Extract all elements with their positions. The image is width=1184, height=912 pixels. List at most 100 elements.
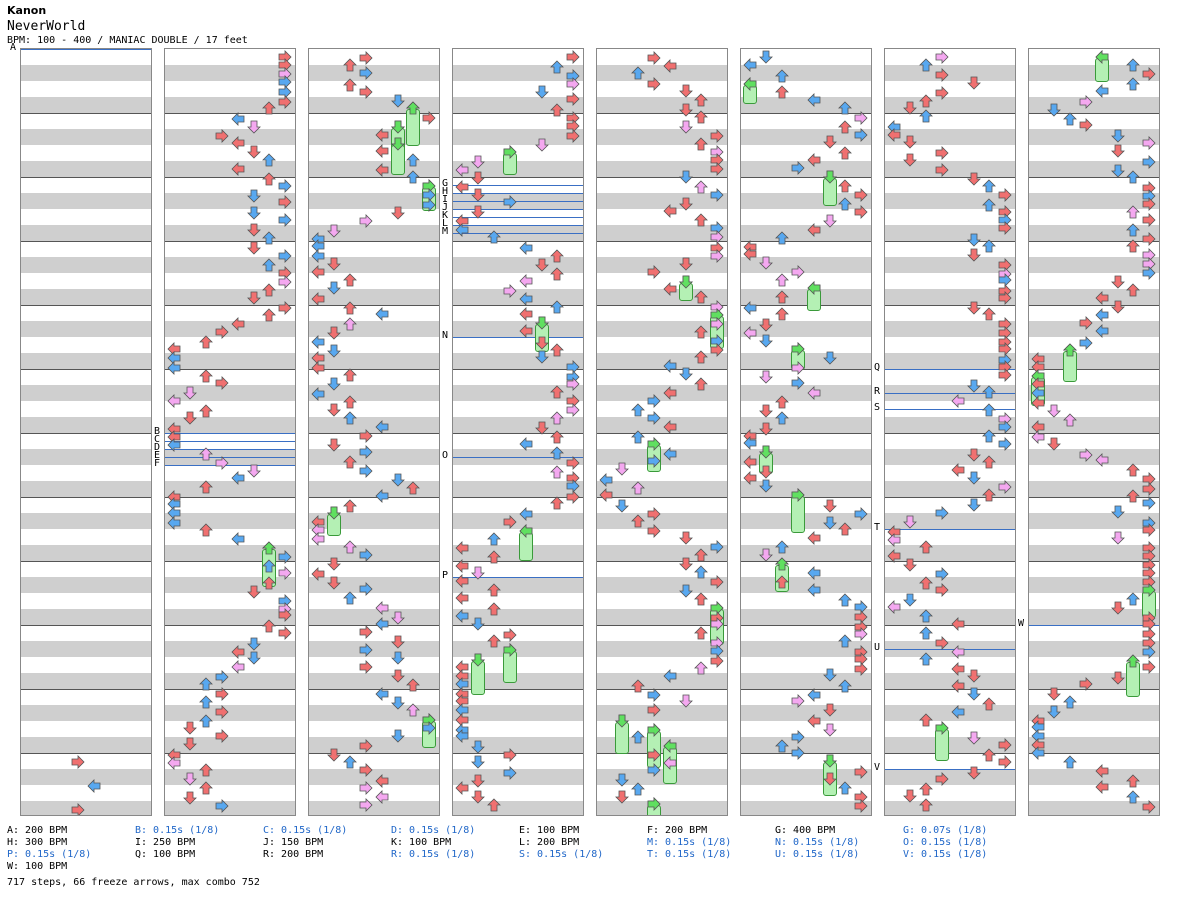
- beat-stripe: [741, 609, 871, 625]
- step-arrow-down-icon: [1046, 103, 1061, 117]
- step-arrow-right-icon: [566, 92, 580, 107]
- measure-line: [1029, 113, 1159, 114]
- step-arrow-up-icon: [694, 325, 709, 339]
- step-arrow-left-icon: [375, 789, 388, 804]
- beat-stripe: [597, 129, 727, 145]
- measure-line: [21, 305, 151, 306]
- measure-line: [741, 433, 871, 434]
- measure-line: [21, 625, 151, 626]
- beat-stripe: [21, 417, 151, 433]
- beat-stripe: [309, 737, 439, 753]
- step-arrow-left-icon: [807, 222, 820, 237]
- step-arrow-right-icon: [1142, 523, 1156, 537]
- step-arrow-right-icon: [215, 128, 229, 143]
- step-arrow-up-icon: [982, 385, 997, 399]
- step-arrow-right-icon: [215, 798, 229, 813]
- measure-line: [453, 625, 583, 626]
- step-arrow-up-icon: [630, 481, 645, 495]
- step-arrow-up-icon: [550, 59, 565, 73]
- measure-line: [21, 561, 151, 562]
- beat-stripe: [309, 321, 439, 337]
- beat-stripe: [597, 737, 727, 753]
- step-arrow-down-icon: [470, 617, 485, 631]
- step-arrow-right-icon: [1079, 118, 1093, 133]
- step-arrow-right-icon: [854, 662, 868, 677]
- step-arrow-up-icon: [486, 549, 501, 563]
- step-arrow-left-icon: [1031, 746, 1045, 761]
- beat-stripe: [309, 417, 439, 433]
- step-arrow-up-icon: [342, 591, 357, 605]
- beat-stripe: [309, 801, 439, 815]
- step-arrow-down-icon: [822, 754, 837, 768]
- beat-stripe: [741, 545, 871, 561]
- step-arrow-left-icon: [1031, 395, 1045, 410]
- step-arrow-right-icon: [359, 66, 373, 81]
- step-arrow-left-icon: [599, 472, 613, 487]
- measure-line: [165, 497, 295, 498]
- step-arrow-down-icon: [470, 566, 485, 580]
- speed-marker-label: S: [874, 402, 881, 413]
- step-arrow-down-icon: [246, 585, 261, 599]
- speed-marker-label: G: [442, 178, 449, 189]
- chart-column: [20, 48, 152, 816]
- speed-marker-label: I: [442, 194, 449, 205]
- step-arrow-up-icon: [1126, 239, 1141, 252]
- beat-stripe: [1029, 129, 1159, 145]
- chart-column: [596, 48, 728, 816]
- measure-line: [453, 241, 583, 242]
- measure-line: [741, 177, 871, 178]
- beat-stripe: [165, 513, 295, 529]
- legend-entry: U: 0.15s (1/8): [775, 849, 860, 860]
- beat-stripe: [741, 321, 871, 337]
- step-arrow-up-icon: [982, 239, 997, 253]
- measure-line: [453, 497, 583, 498]
- step-arrow-down-icon: [678, 557, 693, 571]
- step-arrow-right-icon: [791, 341, 805, 356]
- step-arrow-up-icon: [918, 576, 933, 590]
- beat-stripe: [453, 801, 583, 815]
- beat-stripe: [741, 641, 871, 657]
- step-arrow-up-icon: [1126, 205, 1141, 219]
- step-arrow-up-icon: [342, 455, 357, 469]
- step-arrow-left-icon: [807, 582, 820, 597]
- step-arrow-up-icon: [918, 58, 933, 72]
- step-arrow-left-icon: [951, 704, 964, 719]
- step-arrow-left-icon: [311, 387, 325, 402]
- step-arrow-down-icon: [902, 101, 917, 115]
- legend-entry: Q: 100 BPM: [135, 849, 196, 860]
- step-arrow-up-icon: [838, 593, 853, 607]
- step-arrow-down-icon: [534, 85, 549, 99]
- measure-line: [597, 433, 727, 434]
- measure-line: [453, 113, 583, 114]
- step-arrow-left-icon: [375, 489, 388, 504]
- speed-marker-label: D: [154, 442, 161, 453]
- beat-stripe: [21, 289, 151, 305]
- step-arrow-down-icon: [470, 205, 485, 219]
- beat-stripe: [21, 225, 151, 241]
- beat-stripe: [885, 65, 1015, 81]
- step-arrow-right-icon: [854, 110, 868, 125]
- step-arrow-up-icon: [838, 522, 853, 536]
- chart-column: [740, 48, 872, 816]
- step-arrow-down-icon: [390, 729, 405, 743]
- step-arrow-up-icon: [630, 66, 645, 80]
- step-arrow-up-icon: [406, 481, 421, 495]
- step-arrow-up-icon: [198, 447, 213, 461]
- step-arrow-right-icon: [503, 627, 517, 642]
- speed-marker-line: [453, 337, 583, 338]
- measure-line: [597, 753, 727, 754]
- speed-marker-line: [165, 465, 295, 466]
- beat-stripe: [453, 289, 583, 305]
- beat-stripe: [597, 513, 727, 529]
- step-arrow-right-icon: [1142, 154, 1156, 169]
- measure-line: [597, 113, 727, 114]
- step-arrow-right-icon: [278, 195, 292, 210]
- measure-line: [885, 561, 1015, 562]
- step-arrow-right-icon: [647, 265, 661, 280]
- beat-stripe: [885, 321, 1015, 337]
- step-arrow-left-icon: [231, 162, 244, 177]
- beat-stripe: [21, 609, 151, 625]
- step-arrow-down-icon: [1110, 300, 1125, 314]
- measure-line: [309, 625, 439, 626]
- chart-column: [452, 48, 584, 816]
